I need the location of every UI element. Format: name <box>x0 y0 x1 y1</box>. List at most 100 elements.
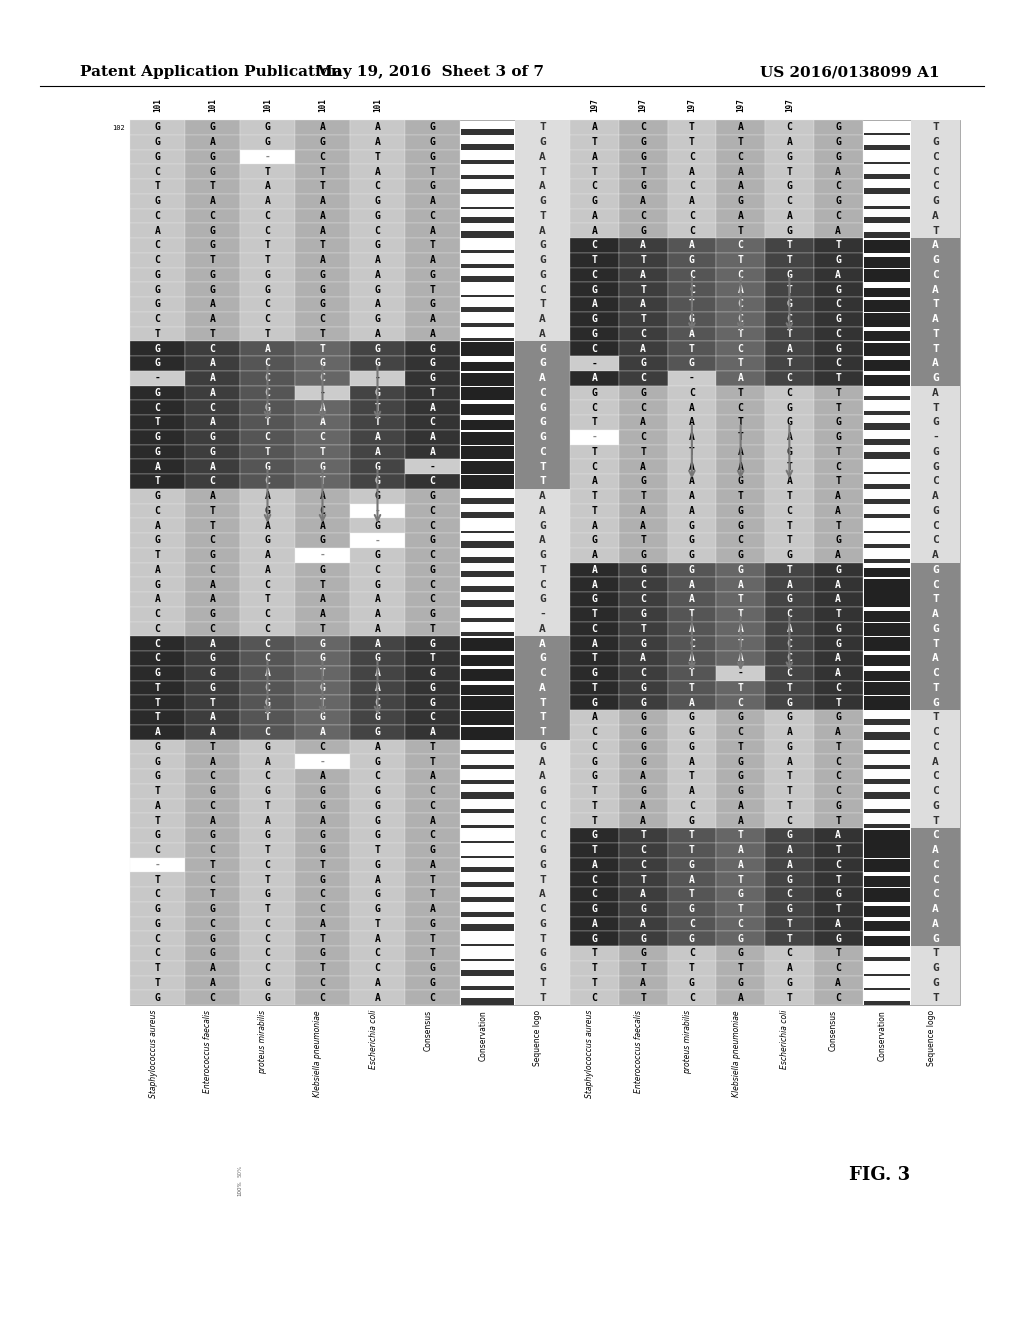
Text: -: - <box>592 358 597 368</box>
Bar <box>716 858 765 873</box>
Bar <box>461 387 514 400</box>
Bar <box>668 799 716 813</box>
Bar <box>570 533 618 548</box>
Text: A: A <box>786 845 793 855</box>
Bar <box>863 696 910 710</box>
Text: G: G <box>539 403 546 413</box>
Text: G: G <box>737 890 743 899</box>
Bar <box>716 799 765 813</box>
Bar <box>460 710 515 725</box>
Bar <box>460 651 515 665</box>
Bar <box>862 961 911 975</box>
Bar <box>295 238 350 252</box>
Bar <box>460 739 515 754</box>
Bar <box>185 591 240 607</box>
Text: T: T <box>539 477 546 486</box>
Bar <box>863 440 910 445</box>
Text: C: C <box>737 240 743 251</box>
Bar <box>863 611 910 622</box>
Text: A: A <box>689 787 695 796</box>
Text: C: C <box>319 904 326 915</box>
Text: G: G <box>539 255 546 265</box>
Bar <box>911 371 961 385</box>
Bar <box>618 135 668 149</box>
Bar <box>668 149 716 164</box>
Bar <box>911 488 961 503</box>
Text: T: T <box>264 417 270 428</box>
Bar <box>863 1002 910 1005</box>
Text: A: A <box>210 816 215 825</box>
Bar <box>814 636 862 651</box>
Bar <box>406 887 460 902</box>
Bar <box>765 842 814 858</box>
Text: Sequence logo: Sequence logo <box>534 1010 543 1067</box>
Bar <box>911 548 961 562</box>
Bar <box>461 656 514 665</box>
Bar <box>460 385 515 400</box>
Text: A: A <box>375 668 381 678</box>
Bar <box>461 764 514 770</box>
Bar <box>668 681 716 696</box>
Text: G: G <box>319 948 326 958</box>
Bar <box>862 887 911 902</box>
Bar <box>460 975 515 990</box>
Bar <box>911 681 961 696</box>
Text: C: C <box>264 358 270 368</box>
Text: A: A <box>210 639 215 648</box>
Text: T: T <box>155 550 161 560</box>
Text: G: G <box>375 816 381 825</box>
Bar <box>570 164 618 180</box>
Text: A: A <box>264 816 270 825</box>
Text: C: C <box>539 816 546 825</box>
Text: C: C <box>592 240 597 251</box>
Bar <box>863 396 910 400</box>
Text: A: A <box>539 226 546 236</box>
Text: T: T <box>836 388 841 397</box>
Text: T: T <box>429 624 435 634</box>
Bar <box>911 414 961 430</box>
Bar <box>862 297 911 312</box>
Bar <box>406 665 460 681</box>
Bar <box>240 430 295 445</box>
Text: G: G <box>539 197 546 206</box>
Bar <box>911 754 961 770</box>
Bar <box>814 607 862 622</box>
Bar <box>668 135 716 149</box>
Text: G: G <box>155 579 161 590</box>
Text: C: C <box>264 771 270 781</box>
Bar <box>911 799 961 813</box>
Text: A: A <box>786 964 793 973</box>
Bar <box>461 711 514 725</box>
Bar <box>350 931 406 946</box>
Text: A: A <box>539 771 546 781</box>
Text: G: G <box>737 197 743 206</box>
Bar <box>460 488 515 503</box>
Bar <box>240 651 295 665</box>
Text: T: T <box>155 787 161 796</box>
Bar <box>765 385 814 400</box>
Text: 102: 102 <box>113 125 125 131</box>
Bar <box>130 135 185 149</box>
Text: A: A <box>429 255 435 265</box>
Bar <box>570 519 618 533</box>
Bar <box>515 519 570 533</box>
Bar <box>461 264 514 268</box>
Bar <box>765 459 814 474</box>
Bar <box>460 754 515 770</box>
Bar <box>295 784 350 799</box>
Bar <box>515 180 570 194</box>
Text: T: T <box>592 787 597 796</box>
Bar <box>814 120 862 135</box>
Bar <box>240 902 295 916</box>
Bar <box>185 842 240 858</box>
Bar <box>618 400 668 414</box>
Text: T: T <box>539 698 546 708</box>
Bar <box>406 252 460 268</box>
Bar <box>765 326 814 342</box>
Text: T: T <box>737 226 743 236</box>
Text: G: G <box>319 845 326 855</box>
Text: T: T <box>786 285 793 294</box>
Text: C: C <box>264 388 270 397</box>
Bar <box>814 784 862 799</box>
Bar <box>814 533 862 548</box>
